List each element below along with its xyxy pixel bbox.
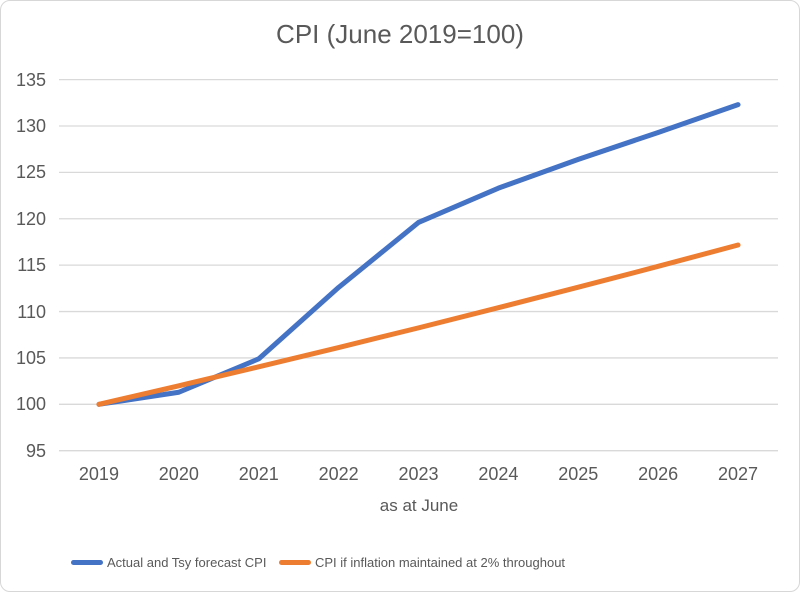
x-axis-title: as at June — [379, 496, 459, 515]
series-line-actual-forecast — [96, 102, 741, 407]
x-axis-tick-label: 2021 — [238, 464, 279, 484]
y-axis-tick-label: 100 — [15, 394, 46, 415]
y-axis-tick-label: 110 — [17, 301, 46, 322]
legend-swatch — [279, 559, 311, 565]
x-axis-tick-label: 2025 — [558, 464, 599, 484]
y-axis-tick-label: 115 — [17, 255, 46, 276]
y-axis-tick-label: 125 — [15, 162, 46, 183]
y-axis-tick-label: 105 — [15, 347, 46, 368]
legend-item: CPI if inflation maintained at 2% throug… — [279, 551, 565, 573]
y-axis-tick-label: 120 — [15, 208, 46, 229]
y-axis-tick-label: 130 — [15, 115, 46, 136]
x-axis-tick-label: 2022 — [318, 464, 359, 484]
legend-item: Actual and Tsy forecast CPI — [71, 551, 266, 573]
legend-label: Actual and Tsy forecast CPI — [107, 554, 267, 570]
legend-swatch — [71, 559, 103, 565]
x-axis-tick-label: 2019 — [78, 464, 119, 484]
x-axis-tick-label: 2020 — [158, 464, 199, 484]
y-axis-tick-label: 135 — [15, 69, 46, 90]
x-axis-tick-label: 2027 — [718, 464, 759, 484]
x-axis-tick-label: 2026 — [638, 464, 679, 484]
x-axis-tick-label: 2023 — [398, 464, 439, 484]
legend: Actual and Tsy forecast CPI CPI if inflat… — [1, 551, 799, 573]
chart-title: CPI (June 2019=100) — [276, 19, 524, 49]
series-line-two-percent — [96, 242, 741, 407]
legend-label: CPI if inflation maintained at 2% throug… — [315, 554, 566, 570]
y-axis-tick-label: 95 — [25, 440, 46, 461]
x-axis-tick-label: 2024 — [478, 464, 519, 484]
